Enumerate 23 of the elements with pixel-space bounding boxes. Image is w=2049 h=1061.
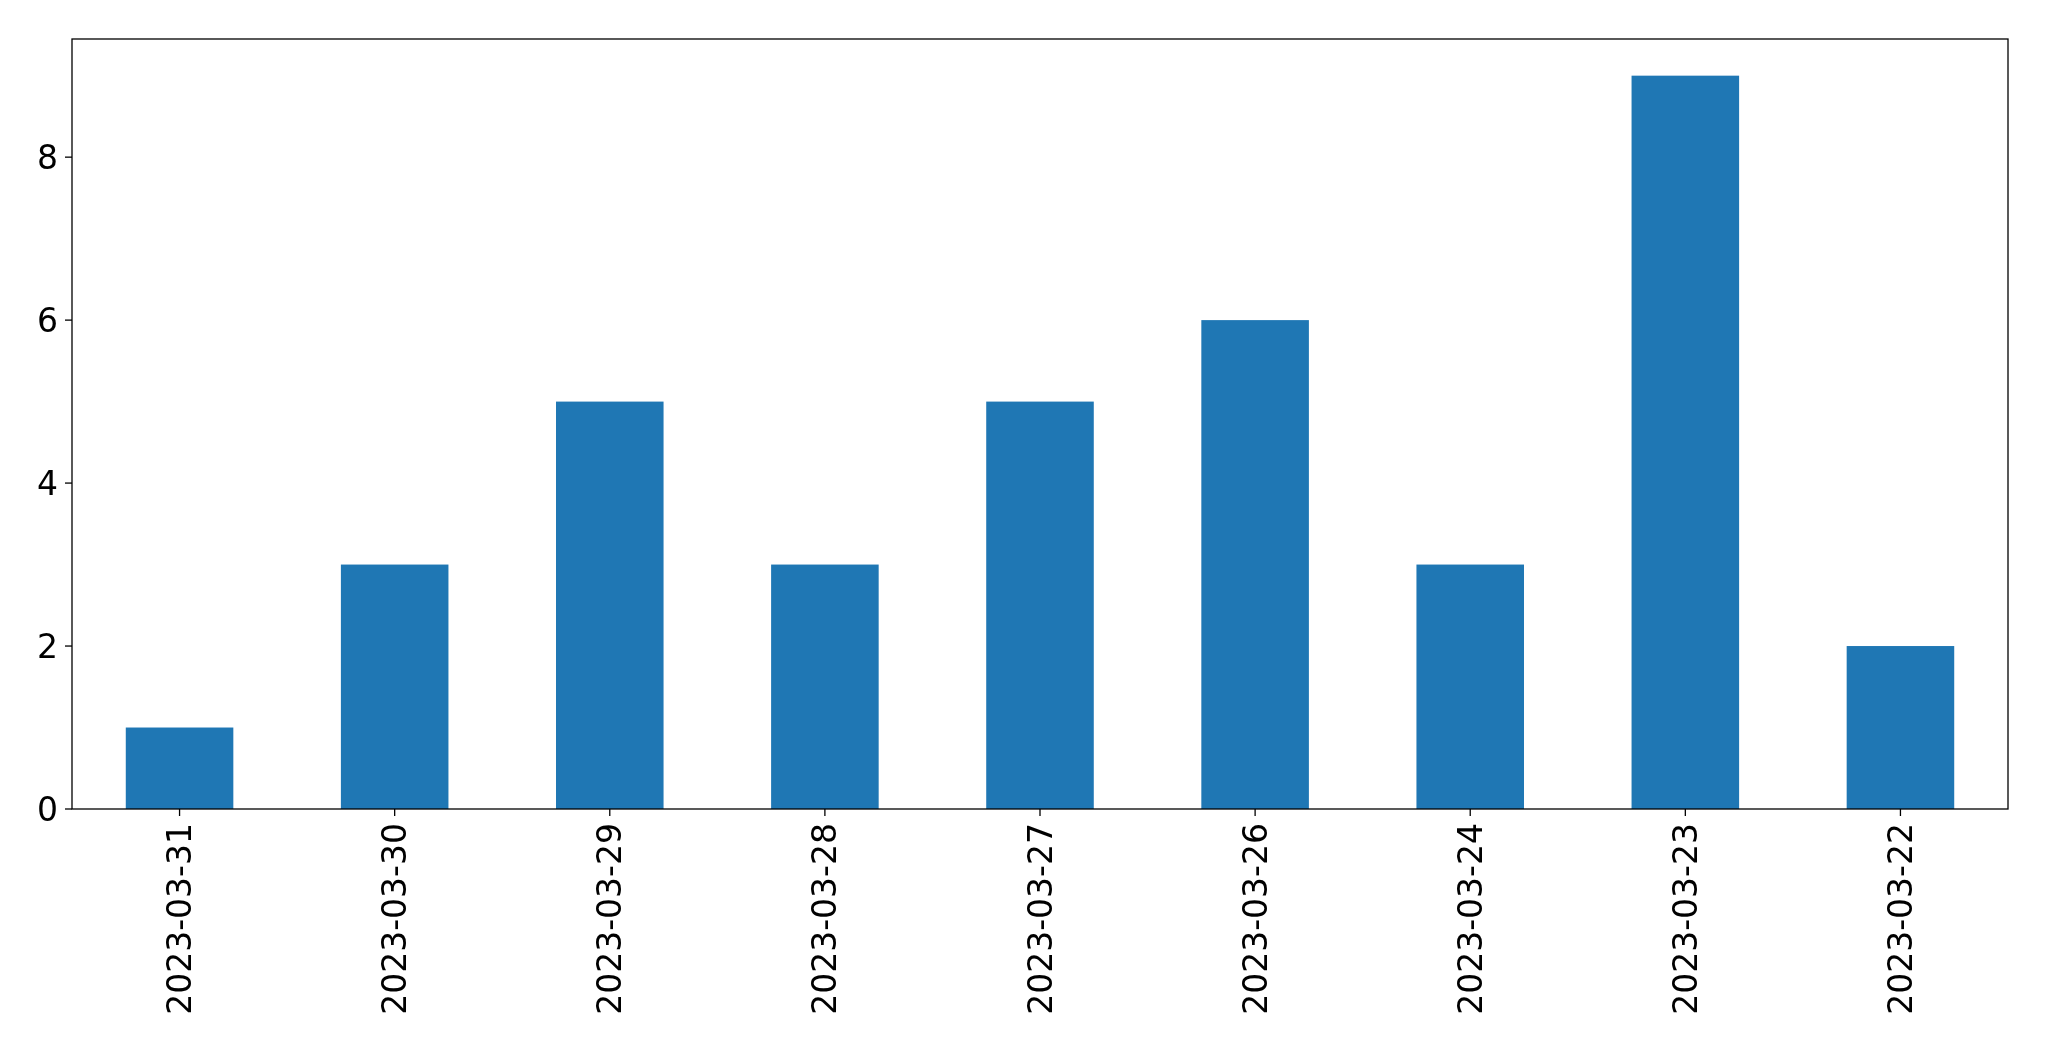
bar [986, 401, 1094, 809]
x-tick-label: 2023-03-26 [1235, 823, 1275, 1015]
x-tick-label: 2023-03-27 [1020, 823, 1060, 1015]
bar [1631, 75, 1740, 809]
bar [340, 564, 449, 809]
bar [1846, 646, 1955, 809]
x-tick-label: 2023-03-28 [805, 823, 845, 1015]
bar [556, 401, 664, 809]
y-tick-label: 2 [37, 626, 58, 666]
x-tick-label: 2023-03-24 [1450, 823, 1490, 1015]
y-tick-label: 0 [37, 789, 58, 829]
x-tick-label: 2023-03-23 [1665, 823, 1705, 1015]
bar [1201, 320, 1309, 809]
y-tick-label: 4 [37, 463, 58, 503]
x-tick-label: 2023-03-30 [375, 823, 415, 1015]
bar [125, 727, 234, 809]
y-tick-label: 8 [37, 137, 58, 177]
y-tick-label: 6 [37, 300, 58, 340]
x-tick-label: 2023-03-22 [1880, 823, 1920, 1015]
bar [1416, 564, 1524, 809]
x-tick-label: 2023-03-31 [160, 823, 200, 1015]
x-tick-label: 2023-03-29 [590, 823, 630, 1015]
bar [771, 564, 879, 809]
